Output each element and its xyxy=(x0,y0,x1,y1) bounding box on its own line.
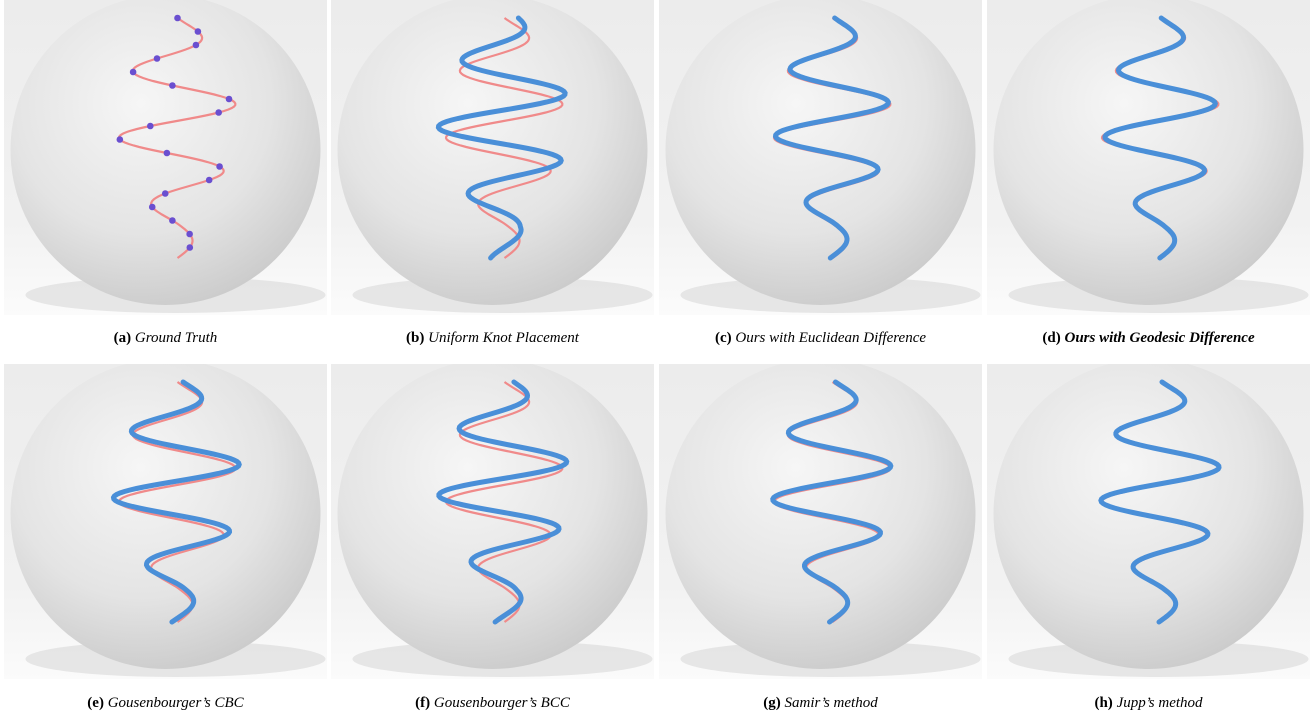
panel-content xyxy=(659,0,982,315)
caption-label: (f) xyxy=(415,695,430,711)
figure: (a) Ground Truth (b) Uniform Knot Placeme… xyxy=(0,0,1311,720)
caption: (c) Ours with Euclidean Difference xyxy=(715,330,926,346)
caption-label: (g) xyxy=(763,695,781,711)
caption: (e) Gousenbourger’s CBC xyxy=(87,695,244,711)
panel-content xyxy=(4,359,327,679)
sample-point xyxy=(117,136,124,143)
panel xyxy=(987,359,1310,679)
caption-label: (e) xyxy=(87,695,104,711)
sample-point xyxy=(215,109,222,116)
caption-text: Gousenbourger’s CBC xyxy=(108,695,245,711)
caption-text: Ground Truth xyxy=(135,330,217,346)
sample-point xyxy=(186,231,193,238)
panel-content xyxy=(331,359,654,679)
sample-point xyxy=(169,82,176,89)
caption: (h) Jupp’s method xyxy=(1094,695,1203,711)
caption-text: Ours with Euclidean Difference xyxy=(735,330,926,346)
caption-label: (a) xyxy=(114,330,132,346)
sample-point xyxy=(195,28,202,35)
sample-point xyxy=(174,15,181,22)
sample-point xyxy=(206,177,213,184)
panel xyxy=(659,0,982,315)
panel xyxy=(659,359,982,679)
panel xyxy=(987,0,1310,315)
panel-content xyxy=(987,359,1310,679)
sample-point xyxy=(147,123,154,130)
panel-content xyxy=(331,0,654,315)
caption-text: Ours with Geodesic Difference xyxy=(1064,330,1254,346)
caption: (b) Uniform Knot Placement xyxy=(406,330,580,346)
caption: (a) Ground Truth xyxy=(114,330,218,346)
page: (a) Ground Truth (b) Uniform Knot Placeme… xyxy=(0,0,1311,720)
sample-point xyxy=(187,244,194,251)
panel xyxy=(4,359,327,679)
sample-point xyxy=(154,55,161,62)
sample-point xyxy=(169,217,176,224)
sample-point xyxy=(193,42,200,49)
caption-text: Gousenbourger’s BCC xyxy=(434,695,571,711)
caption-text: Jupp’s method xyxy=(1117,695,1203,711)
caption: (g) Samir’s method xyxy=(763,695,878,711)
panel xyxy=(4,0,327,315)
sample-point xyxy=(149,204,156,211)
panel xyxy=(331,359,654,679)
caption-text: Uniform Knot Placement xyxy=(428,330,580,346)
sample-point xyxy=(216,163,223,170)
panel xyxy=(331,0,654,315)
caption-label: (h) xyxy=(1094,695,1112,711)
caption: (d) Ours with Geodesic Difference xyxy=(1042,330,1255,346)
caption-label: (d) xyxy=(1042,330,1060,346)
panel-content xyxy=(987,0,1310,315)
caption-text: Samir’s method xyxy=(785,695,879,711)
sample-point xyxy=(162,190,169,197)
sphere xyxy=(338,359,648,669)
panel-content xyxy=(659,359,982,679)
panel-content xyxy=(4,0,327,315)
caption: (f) Gousenbourger’s BCC xyxy=(415,695,571,711)
sample-point xyxy=(226,96,233,103)
caption-label: (b) xyxy=(406,330,424,346)
sample-point xyxy=(164,150,171,157)
sample-point xyxy=(130,69,137,76)
caption-label: (c) xyxy=(715,330,732,346)
